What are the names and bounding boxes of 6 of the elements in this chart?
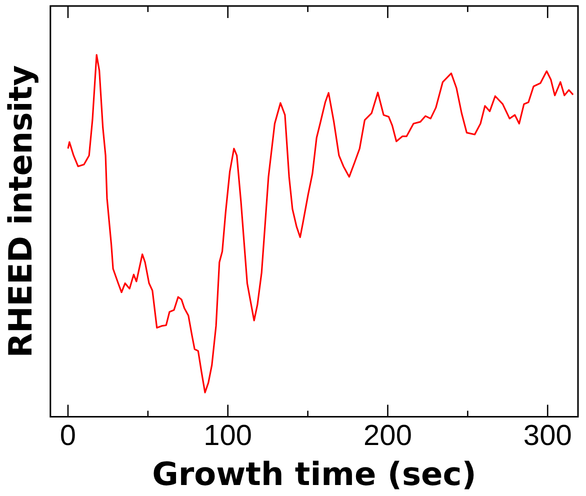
x-tick-label: 300 [523,420,572,452]
x-tick-label: 100 [204,420,252,452]
x-tick-label: 0 [60,420,76,452]
y-axis-title: RHEED intensity [2,64,40,358]
x-tick-label: 200 [364,420,412,452]
x-axis-title: Growth time (sec) [152,455,476,494]
